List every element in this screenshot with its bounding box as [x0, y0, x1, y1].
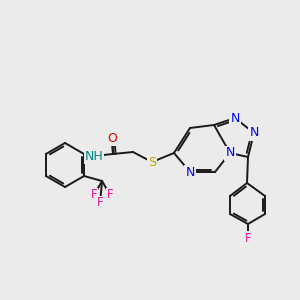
Text: F: F — [91, 188, 98, 202]
Text: N: N — [225, 146, 235, 160]
Text: N: N — [230, 112, 240, 124]
Text: F: F — [97, 196, 104, 209]
Text: N: N — [185, 166, 195, 178]
Text: NH: NH — [85, 149, 104, 163]
Text: F: F — [107, 188, 113, 202]
Text: F: F — [245, 232, 251, 244]
Text: N: N — [249, 127, 259, 140]
Text: S: S — [148, 155, 156, 169]
Text: O: O — [107, 131, 117, 145]
